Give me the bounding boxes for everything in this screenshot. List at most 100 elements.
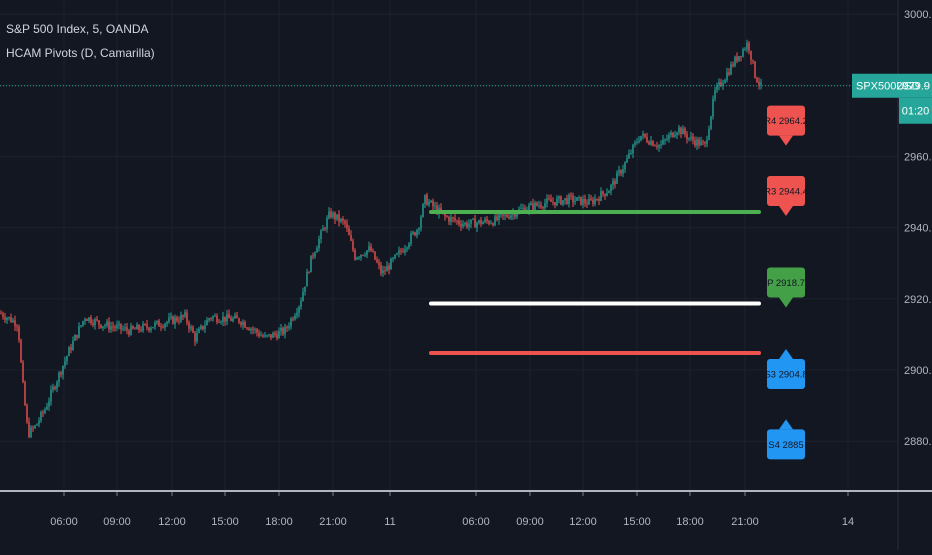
candle-body — [94, 319, 96, 326]
candle-body — [370, 246, 372, 252]
candle-body — [218, 322, 220, 323]
candle-body — [550, 199, 552, 202]
candle-body — [666, 139, 668, 141]
candle-body — [56, 382, 58, 389]
candle-body — [92, 323, 94, 326]
candle-body — [284, 327, 286, 335]
candle-body — [124, 327, 126, 329]
candle-body — [608, 191, 610, 194]
candle-body — [336, 214, 338, 220]
candle-body — [704, 142, 706, 144]
candle-body — [248, 328, 250, 331]
candle-body — [178, 321, 180, 322]
candle-body — [106, 321, 108, 326]
candle-body — [480, 220, 482, 225]
candle-body — [290, 318, 292, 327]
candle-body — [148, 327, 150, 331]
candle-body — [190, 327, 192, 329]
level-label-text: R4 2964.2 — [764, 116, 808, 127]
candle-body — [734, 56, 736, 66]
candle-body — [504, 214, 506, 216]
candle-body — [732, 64, 734, 66]
candle-body — [572, 195, 574, 203]
candle-body — [130, 326, 132, 335]
candle-body — [320, 230, 322, 239]
candle-body — [258, 332, 260, 336]
candle-body — [326, 218, 328, 229]
candle-body — [294, 315, 296, 320]
candle-body — [312, 255, 314, 257]
candle-body — [26, 405, 28, 423]
candle-body — [422, 203, 424, 217]
candle-body — [376, 259, 378, 263]
level-label-r3: R3 2944.4 — [764, 176, 808, 217]
candle-body — [590, 198, 592, 200]
candle-body — [400, 250, 402, 252]
candle-body — [566, 198, 568, 204]
candle-body — [716, 85, 718, 91]
candle-body — [570, 194, 572, 196]
candle-body — [118, 323, 120, 326]
candle-body — [728, 72, 730, 75]
candle-body — [420, 216, 422, 229]
candle-body — [136, 324, 138, 330]
candle-body — [50, 389, 52, 402]
candle-body — [330, 211, 332, 218]
candle-body — [316, 248, 318, 253]
candle-body — [594, 198, 596, 204]
candle-body — [748, 42, 750, 51]
candle-body — [100, 324, 102, 328]
candle-body — [472, 218, 474, 220]
candle-body — [584, 199, 586, 204]
candle-body — [484, 219, 486, 223]
candle-body — [668, 135, 670, 140]
candle-body — [454, 218, 456, 221]
candle-body — [70, 347, 72, 350]
candle-body — [434, 205, 436, 207]
candle-body — [164, 323, 166, 328]
candle-body — [752, 60, 754, 62]
level-label-box — [767, 267, 805, 298]
candle-body — [612, 180, 614, 186]
candle-body — [324, 228, 326, 230]
candle-body — [654, 145, 656, 147]
candle-body — [650, 140, 652, 145]
candle-body — [32, 427, 34, 429]
indicator-title[interactable]: HCAM Pivots (D, Camarilla) — [6, 46, 155, 60]
x-tick-label: 06:00 — [462, 516, 490, 528]
candle-body — [450, 217, 452, 222]
candle-body — [18, 326, 20, 340]
countdown-box — [899, 97, 932, 124]
candle-body — [24, 382, 26, 406]
candle-body — [86, 319, 88, 321]
candle-body — [36, 423, 38, 426]
candle-body — [240, 322, 242, 326]
candle-body — [184, 312, 186, 317]
candle-body — [540, 205, 542, 208]
candle-body — [610, 185, 612, 192]
grid — [0, 0, 898, 491]
candle-body — [754, 61, 756, 78]
candle-body — [686, 134, 688, 139]
candle-body — [514, 212, 516, 217]
x-tick-label: 09:00 — [516, 516, 544, 528]
symbol-title[interactable]: S&P 500 Index, 5, OANDA — [6, 22, 149, 36]
level-label-pointer — [779, 135, 793, 146]
candle-body — [268, 334, 270, 336]
candle-body — [498, 214, 500, 220]
candle-body — [74, 334, 76, 341]
candle-body — [496, 216, 498, 220]
candle-body — [166, 321, 168, 324]
candle-body — [726, 72, 728, 81]
candle-body — [456, 220, 458, 222]
candle-body — [280, 328, 282, 332]
candle-body — [628, 153, 630, 159]
candle-body — [212, 316, 214, 319]
level-label-pointer — [779, 419, 793, 430]
candle-body — [568, 194, 570, 204]
candle-body — [140, 329, 142, 331]
candle-body — [308, 272, 310, 273]
candle-body — [520, 208, 522, 210]
candle-body — [20, 339, 22, 363]
